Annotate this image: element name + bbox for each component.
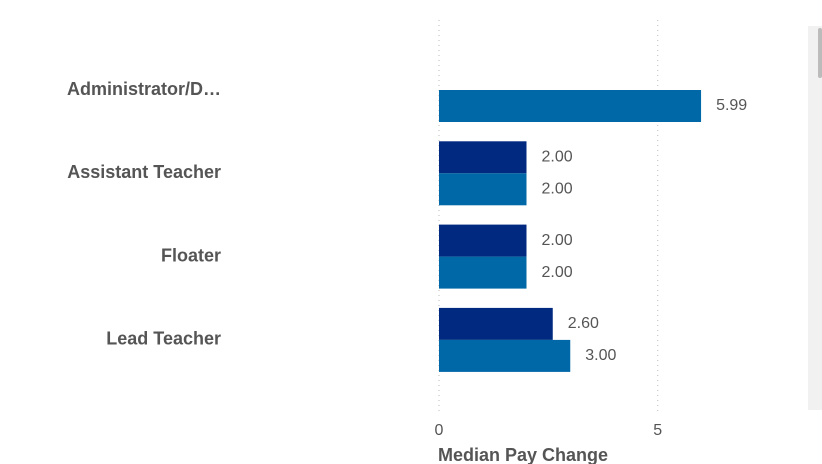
category-label: Floater <box>161 245 221 265</box>
value-label: 3.00 <box>585 347 616 364</box>
value-label: 5.99 <box>716 97 747 114</box>
category-label: Lead Teacher <box>106 329 221 349</box>
x-tick-label: 5 <box>653 422 662 439</box>
value-label: 2.60 <box>568 315 599 332</box>
scrollbar-track[interactable] <box>808 26 822 410</box>
bar <box>439 224 527 257</box>
bar <box>439 173 527 206</box>
bar <box>439 307 553 340</box>
bar <box>439 141 527 174</box>
category-label: Administrator/D… <box>67 79 221 99</box>
category-label: Assistant Teacher <box>67 162 221 182</box>
value-label: 2.00 <box>542 149 573 166</box>
scrollbar-thumb[interactable] <box>818 28 822 78</box>
bar <box>439 90 702 122</box>
x-axis-title: Median Pay Change <box>438 445 608 464</box>
value-label: 2.00 <box>542 232 573 249</box>
bar <box>439 339 571 372</box>
x-tick-label: 0 <box>435 422 444 439</box>
value-label: 2.00 <box>542 264 573 281</box>
value-label: 2.00 <box>542 181 573 198</box>
bar <box>439 256 527 289</box>
